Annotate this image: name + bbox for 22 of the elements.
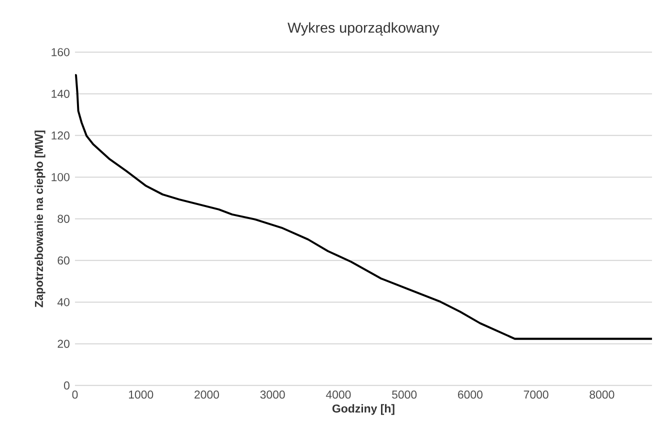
x-tick-label: 0 [72,390,78,399]
x-tick-label: 3000 [260,390,285,399]
line-series [74,74,653,340]
y-tick-label: 40 [57,298,70,306]
y-tick-label: 60 [58,256,70,264]
x-tick-label: 6000 [458,390,482,399]
y-tick-label: 0 [64,381,70,390]
y-tick-label: 100 [52,172,70,182]
x-tick-label: 7000 [524,390,548,399]
x-tick-label: 1000 [128,390,154,399]
y-axis-title: Zapotrzebowanie na ciepło [MW] [34,130,46,308]
x-axis-title: Godziny [h] [332,404,394,415]
y-tick-label: 120 [52,131,70,140]
x-tick-label: 4000 [326,390,351,399]
chart-title: Wykres uporządkowany [288,22,440,36]
y-tick-label: 80 [58,214,70,223]
x-tick-label: 5000 [392,390,417,399]
x-tick-label: 2000 [194,390,220,399]
y-tick-label: 140 [52,90,70,98]
y-tick-label: 160 [52,48,70,56]
y-tick-label: 20 [58,340,70,348]
x-tick-label: 8000 [590,390,614,399]
